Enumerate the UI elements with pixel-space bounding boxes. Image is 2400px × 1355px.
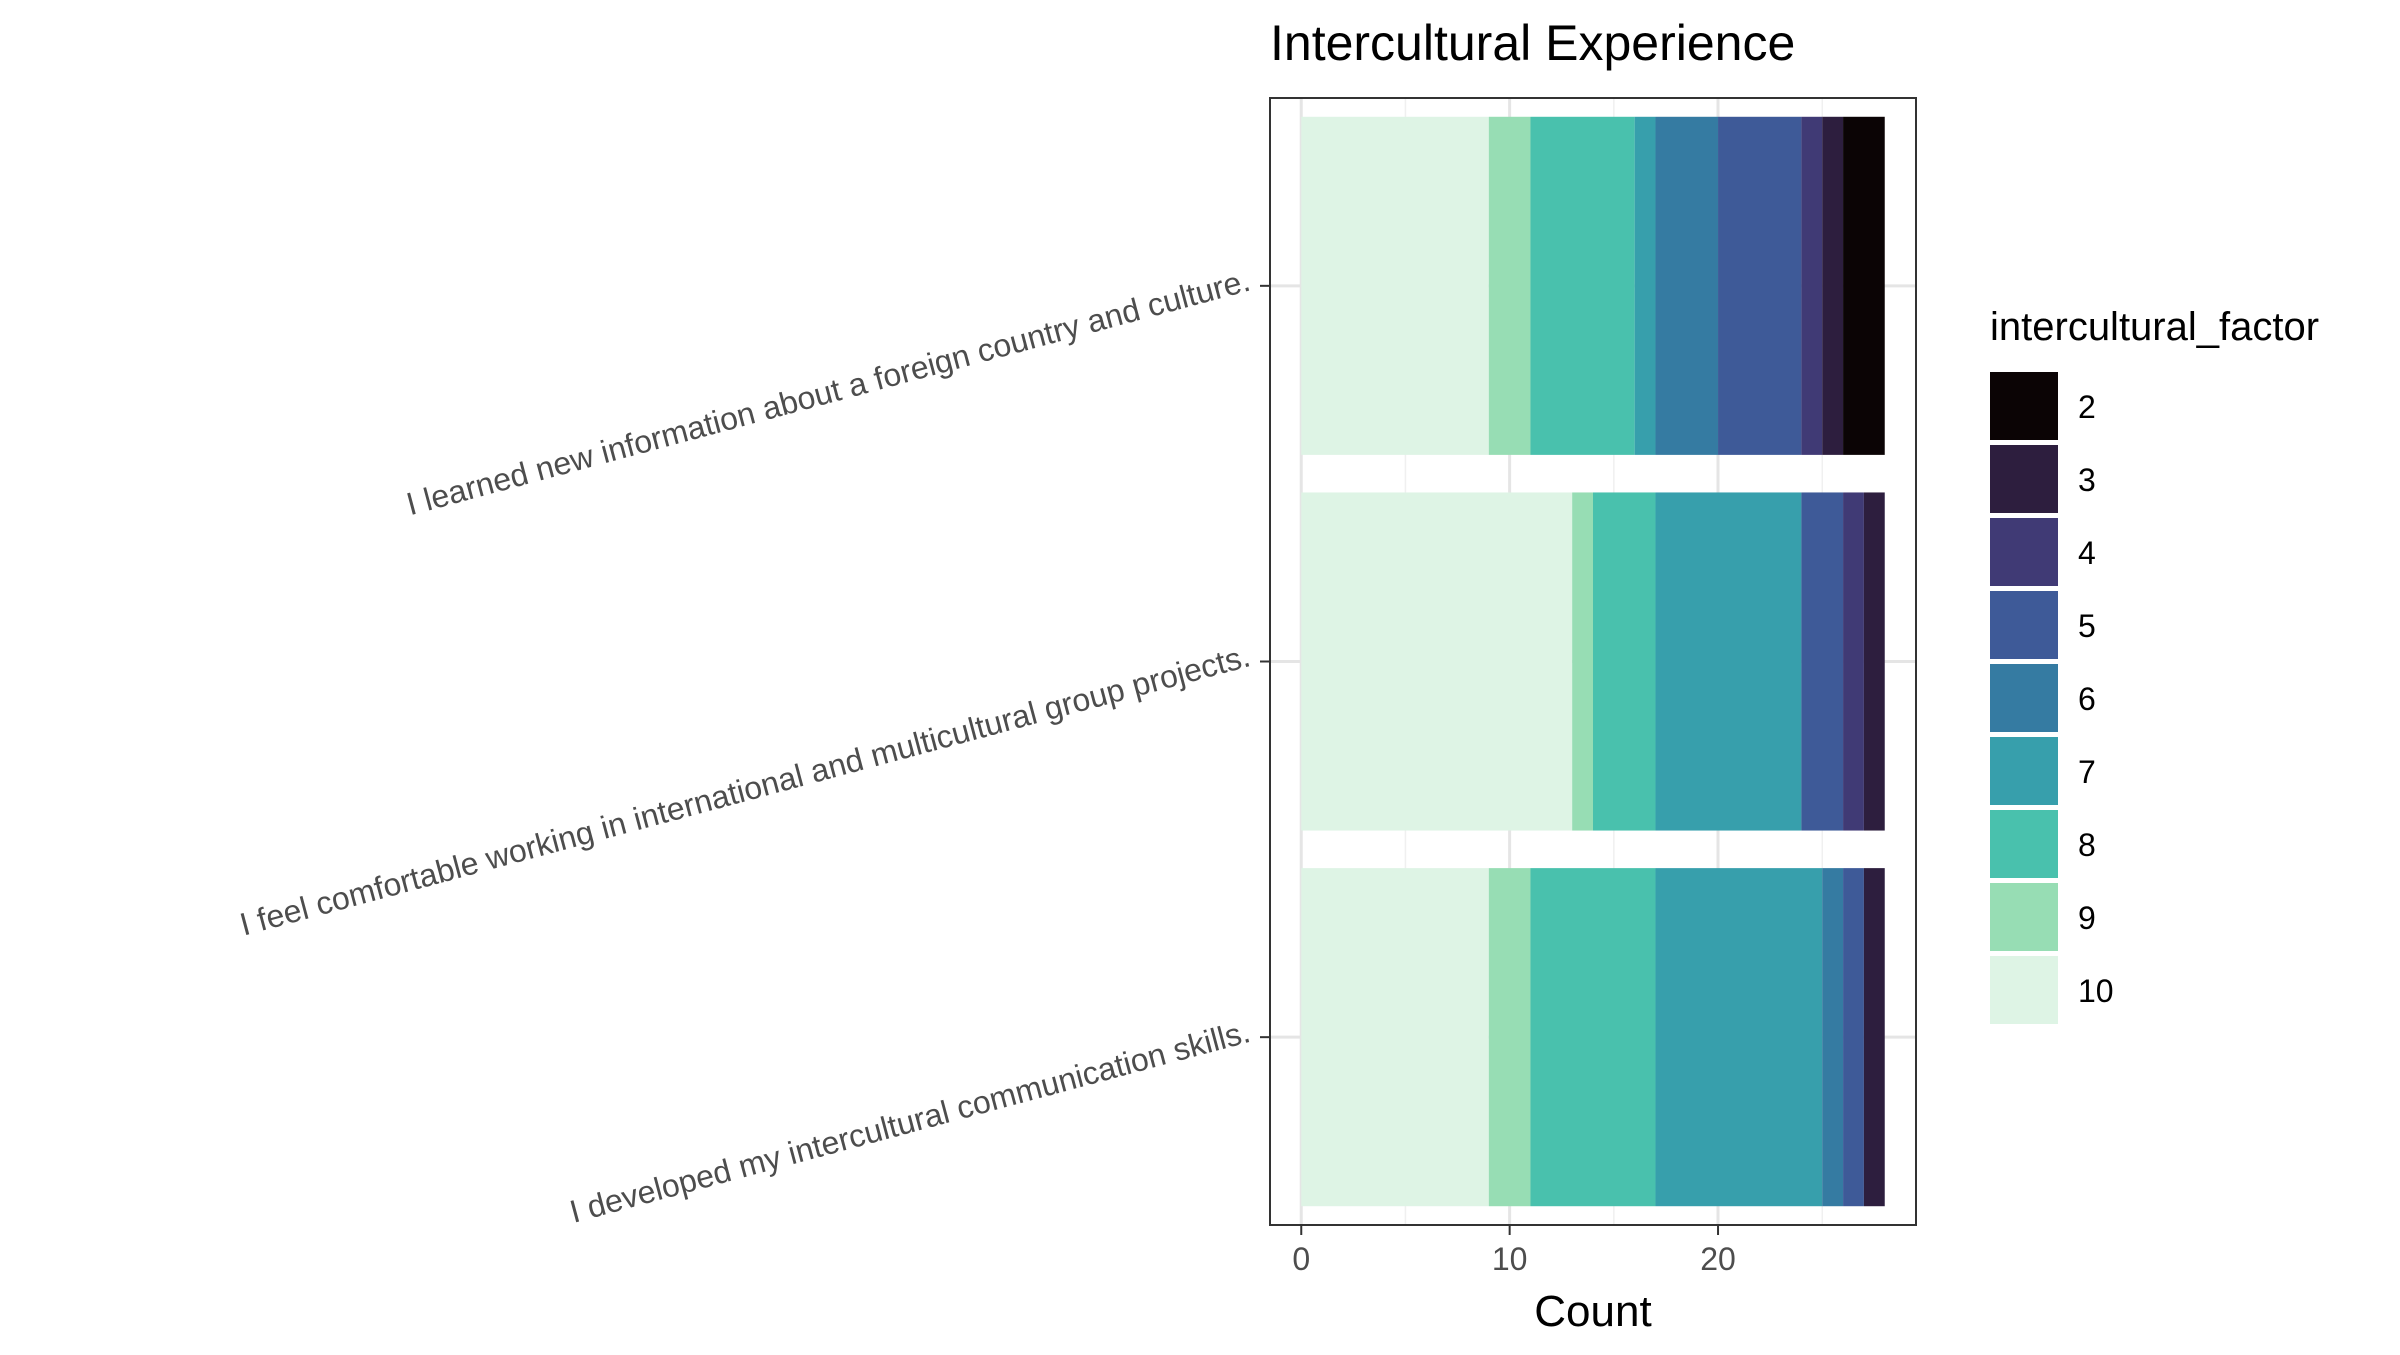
legend-label: 5: [2078, 608, 2096, 644]
bar-segment-3: I developed my intercultural communicati…: [1863, 868, 1885, 1207]
legend-label: 7: [2078, 754, 2096, 790]
legend-swatch-9: [1990, 883, 2058, 951]
bar-segment-10: I feel comfortable working in internatio…: [1301, 492, 1573, 831]
legend-label: 8: [2078, 827, 2096, 863]
bar-segment-10: I developed my intercultural communicati…: [1301, 868, 1489, 1207]
legend-label: 6: [2078, 681, 2096, 717]
legend-swatch-8: [1990, 810, 2058, 878]
legend-label: 3: [2078, 462, 2096, 498]
bar-segment-7: I feel comfortable working in internatio…: [1655, 492, 1802, 831]
bar-segment-8: I learned new information about a foreig…: [1530, 116, 1635, 455]
chart-title: Intercultural Experience: [1270, 15, 1795, 71]
x-tick-label: 10: [1492, 1241, 1528, 1277]
bar-segment-9: I feel comfortable working in internatio…: [1572, 492, 1593, 831]
bar-segment-3: I learned new information about a foreig…: [1822, 116, 1844, 455]
legend-label: 2: [2078, 389, 2096, 425]
legend-swatch-2: [1990, 372, 2058, 440]
legend-swatch-4: [1990, 518, 2058, 586]
legend-label: 4: [2078, 535, 2096, 571]
bar-segment-3: I feel comfortable working in internatio…: [1863, 492, 1885, 831]
legend-swatch-10: [1990, 956, 2058, 1024]
bar-segment-8: I feel comfortable working in internatio…: [1593, 492, 1656, 831]
bar-segment-2: I learned new information about a foreig…: [1843, 116, 1885, 455]
bar-segment-10: I learned new information about a foreig…: [1301, 116, 1489, 455]
legend: intercultural_factor 2 3 4 5 6 7 8 9 10: [1990, 305, 2319, 1024]
bar-segment-9: I learned new information about a foreig…: [1488, 116, 1531, 455]
bar-segment-4: I feel comfortable working in internatio…: [1843, 492, 1864, 831]
bar-segment-7: I developed my intercultural communicati…: [1655, 868, 1823, 1207]
bar-segment-5: I feel comfortable working in internatio…: [1801, 492, 1844, 831]
legend-swatch-7: [1990, 737, 2058, 805]
x-tick-label: 20: [1700, 1241, 1736, 1277]
bar-segment-8: I developed my intercultural communicati…: [1530, 868, 1656, 1207]
bar-segment-7: I learned new information about a foreig…: [1634, 116, 1656, 455]
bar-segment-9: I developed my intercultural communicati…: [1488, 868, 1531, 1207]
bar-segment-4: I learned new information about a foreig…: [1801, 116, 1823, 455]
bar-segments: I learned new information about a foreig…: [1301, 116, 1885, 1207]
bar-segment-6: I learned new information about a foreig…: [1655, 116, 1719, 455]
legend-swatch-6: [1990, 664, 2058, 732]
bar-segment-6: I developed my intercultural communicati…: [1822, 868, 1844, 1207]
bar-segment-5: I learned new information about a foreig…: [1718, 116, 1802, 455]
bar-segment-5: I developed my intercultural communicati…: [1843, 868, 1864, 1207]
legend-label: 9: [2078, 900, 2096, 936]
x-axis-title: Count: [1534, 1287, 1651, 1336]
x-tick-label: 0: [1292, 1241, 1310, 1277]
legend-swatch-5: [1990, 591, 2058, 659]
legend-title: intercultural_factor: [1990, 305, 2319, 349]
legend-swatch-3: [1990, 445, 2058, 513]
legend-label: 10: [2078, 973, 2114, 1009]
